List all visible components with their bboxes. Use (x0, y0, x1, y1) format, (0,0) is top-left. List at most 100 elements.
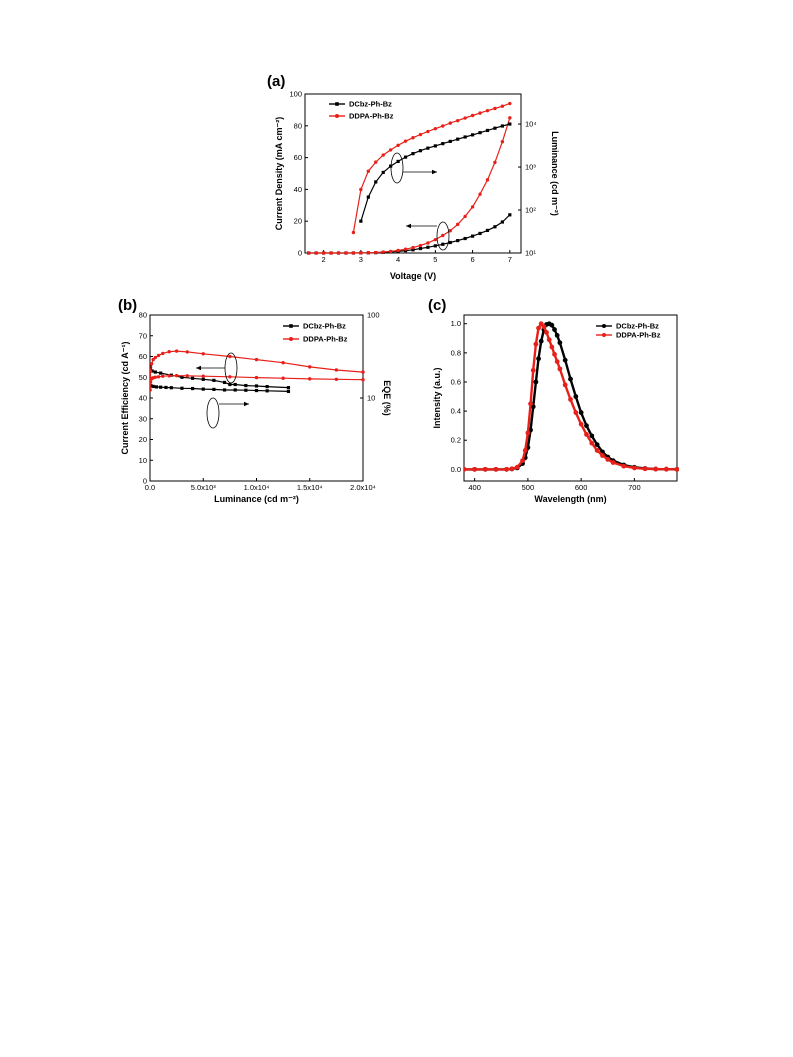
y2-tick-label: 10¹ (525, 249, 536, 258)
data-point (180, 375, 184, 379)
data-point (418, 243, 423, 248)
data-point (366, 195, 370, 199)
data-point (185, 374, 189, 378)
data-point (470, 133, 475, 137)
data-point (478, 131, 482, 135)
x-tick-label: 3 (359, 255, 363, 264)
data-point (396, 143, 400, 148)
data-point (174, 349, 179, 353)
y-tick-label: 40 (294, 185, 302, 194)
data-point (536, 325, 541, 331)
data-point (396, 159, 400, 164)
data-point (321, 251, 326, 255)
data-point (478, 192, 482, 196)
y-axis-label: Current Efficiency (cd A⁻¹) (120, 342, 130, 455)
data-point (589, 433, 595, 439)
data-point (456, 238, 460, 243)
data-point (159, 371, 163, 375)
data-point (562, 357, 568, 363)
data-point (508, 122, 512, 126)
data-point (222, 380, 227, 385)
data-point (463, 214, 467, 219)
data-point (549, 322, 555, 328)
data-point (366, 169, 371, 173)
data-point (433, 244, 437, 248)
series-line (352, 102, 511, 233)
data-point (361, 370, 365, 374)
series-DCbz-Ph-Bz-right (150, 384, 291, 394)
data-point (388, 249, 393, 254)
data-point (493, 160, 497, 165)
data-point (426, 241, 430, 245)
data-point (334, 368, 339, 372)
data-point (329, 251, 333, 255)
legend-marker (335, 102, 339, 106)
data-point (456, 137, 460, 141)
data-point (228, 375, 232, 379)
data-point (433, 237, 438, 242)
data-point (463, 135, 467, 139)
x-axis-label: Wavelength (nm) (534, 494, 606, 504)
legend-marker (289, 324, 293, 328)
data-point (396, 248, 400, 253)
x-tick-label: 600 (575, 483, 588, 492)
data-point (286, 389, 291, 394)
y-tick-label: 1.0 (451, 319, 461, 328)
data-point (418, 246, 423, 251)
x-tick-label: 7 (508, 255, 512, 264)
data-point (578, 410, 584, 415)
y-tick-label: 0.2 (451, 436, 461, 445)
x-tick-label: 400 (468, 483, 481, 492)
y-tick-label: 30 (139, 414, 147, 423)
x-tick-label: 2.0x10⁴ (350, 483, 376, 492)
data-point (281, 376, 285, 380)
y2-tick-label: 10 (367, 394, 375, 403)
x-tick-label: 0.0 (145, 483, 155, 492)
series-line (150, 350, 364, 390)
data-point (244, 383, 248, 388)
legend-marker (289, 337, 293, 341)
y-tick-label: 80 (294, 121, 302, 130)
data-point (201, 374, 205, 378)
data-point (482, 466, 488, 472)
data-point (653, 466, 659, 472)
data-point (441, 142, 445, 146)
y-tick-label: 60 (139, 352, 147, 361)
data-point (544, 330, 549, 335)
data-point (463, 116, 467, 120)
y-tick-label: 100 (289, 90, 302, 99)
y-tick-label: 0.0 (451, 465, 461, 474)
y-tick-label: 20 (139, 435, 147, 444)
data-point (156, 375, 161, 379)
data-point (167, 374, 171, 378)
data-point (568, 376, 573, 382)
data-point (374, 180, 378, 184)
data-point (212, 387, 216, 391)
data-point (233, 388, 237, 392)
x-axis-label: Luminance (cd m⁻²) (214, 494, 299, 504)
y-axis-label: Intensity (a.u.) (432, 367, 442, 428)
data-point (554, 359, 560, 364)
data-point (514, 464, 520, 470)
data-point (485, 228, 490, 233)
data-point (500, 220, 504, 224)
y2-tick-label: 10⁴ (525, 120, 537, 129)
data-point (508, 101, 512, 106)
y2-axis-label: Luminance (cd m⁻²) (550, 131, 560, 216)
data-point (359, 219, 363, 223)
series-DDPA-Ph-Bz-right (150, 373, 365, 392)
data-point (573, 410, 579, 415)
data-point (201, 387, 205, 391)
x-axis-label: Voltage (V) (390, 271, 436, 281)
data-point (493, 466, 499, 472)
legend-label: DDPA-Ph-Bz (303, 335, 348, 344)
data-point (374, 250, 378, 255)
data-point (578, 421, 584, 427)
data-point (150, 369, 153, 373)
chart-panel-2: (b) 0.0 5.0x10³ 1.0x10⁴ 1.5x10⁴ 2.0x10⁴ 0 10 20 3… (118, 297, 392, 504)
data-point (222, 388, 227, 392)
data-point (381, 170, 385, 175)
data-point (167, 350, 171, 354)
series-DDPA-Ph-Bz-left (150, 349, 365, 392)
annotation-ellipse (206, 397, 220, 429)
